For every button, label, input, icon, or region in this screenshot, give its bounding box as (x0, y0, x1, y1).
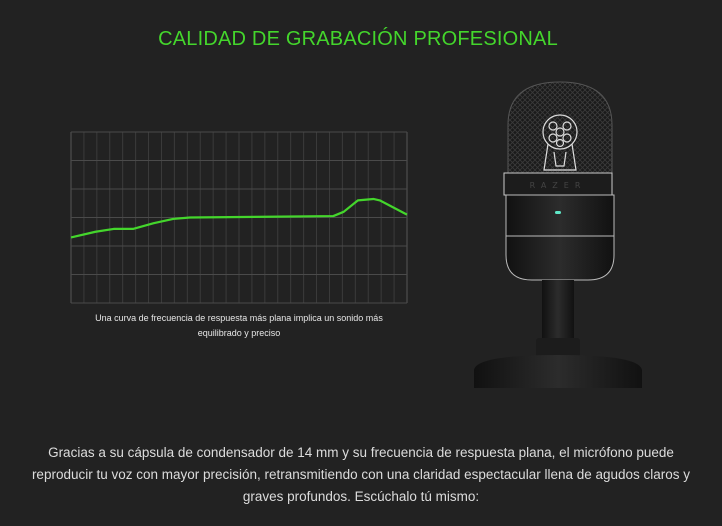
capsule-outline-icon (542, 114, 578, 171)
section-title: CALIDAD DE GRABACIÓN PROFESIONAL (158, 28, 558, 50)
razer-logo: RAZER (530, 181, 587, 190)
mic-base (474, 355, 642, 388)
mic-body (505, 194, 615, 281)
frequency-response-chart (70, 131, 408, 304)
chart-caption: Una curva de frecuencia de respuesta más… (95, 313, 383, 338)
status-led (555, 211, 561, 214)
microphone-product-image: RAZER (474, 81, 642, 388)
frequency-response-line (70, 197, 408, 239)
description-paragraph: Gracias a su cápsula de condensador de 1… (31, 445, 691, 504)
mic-stem (542, 280, 574, 338)
